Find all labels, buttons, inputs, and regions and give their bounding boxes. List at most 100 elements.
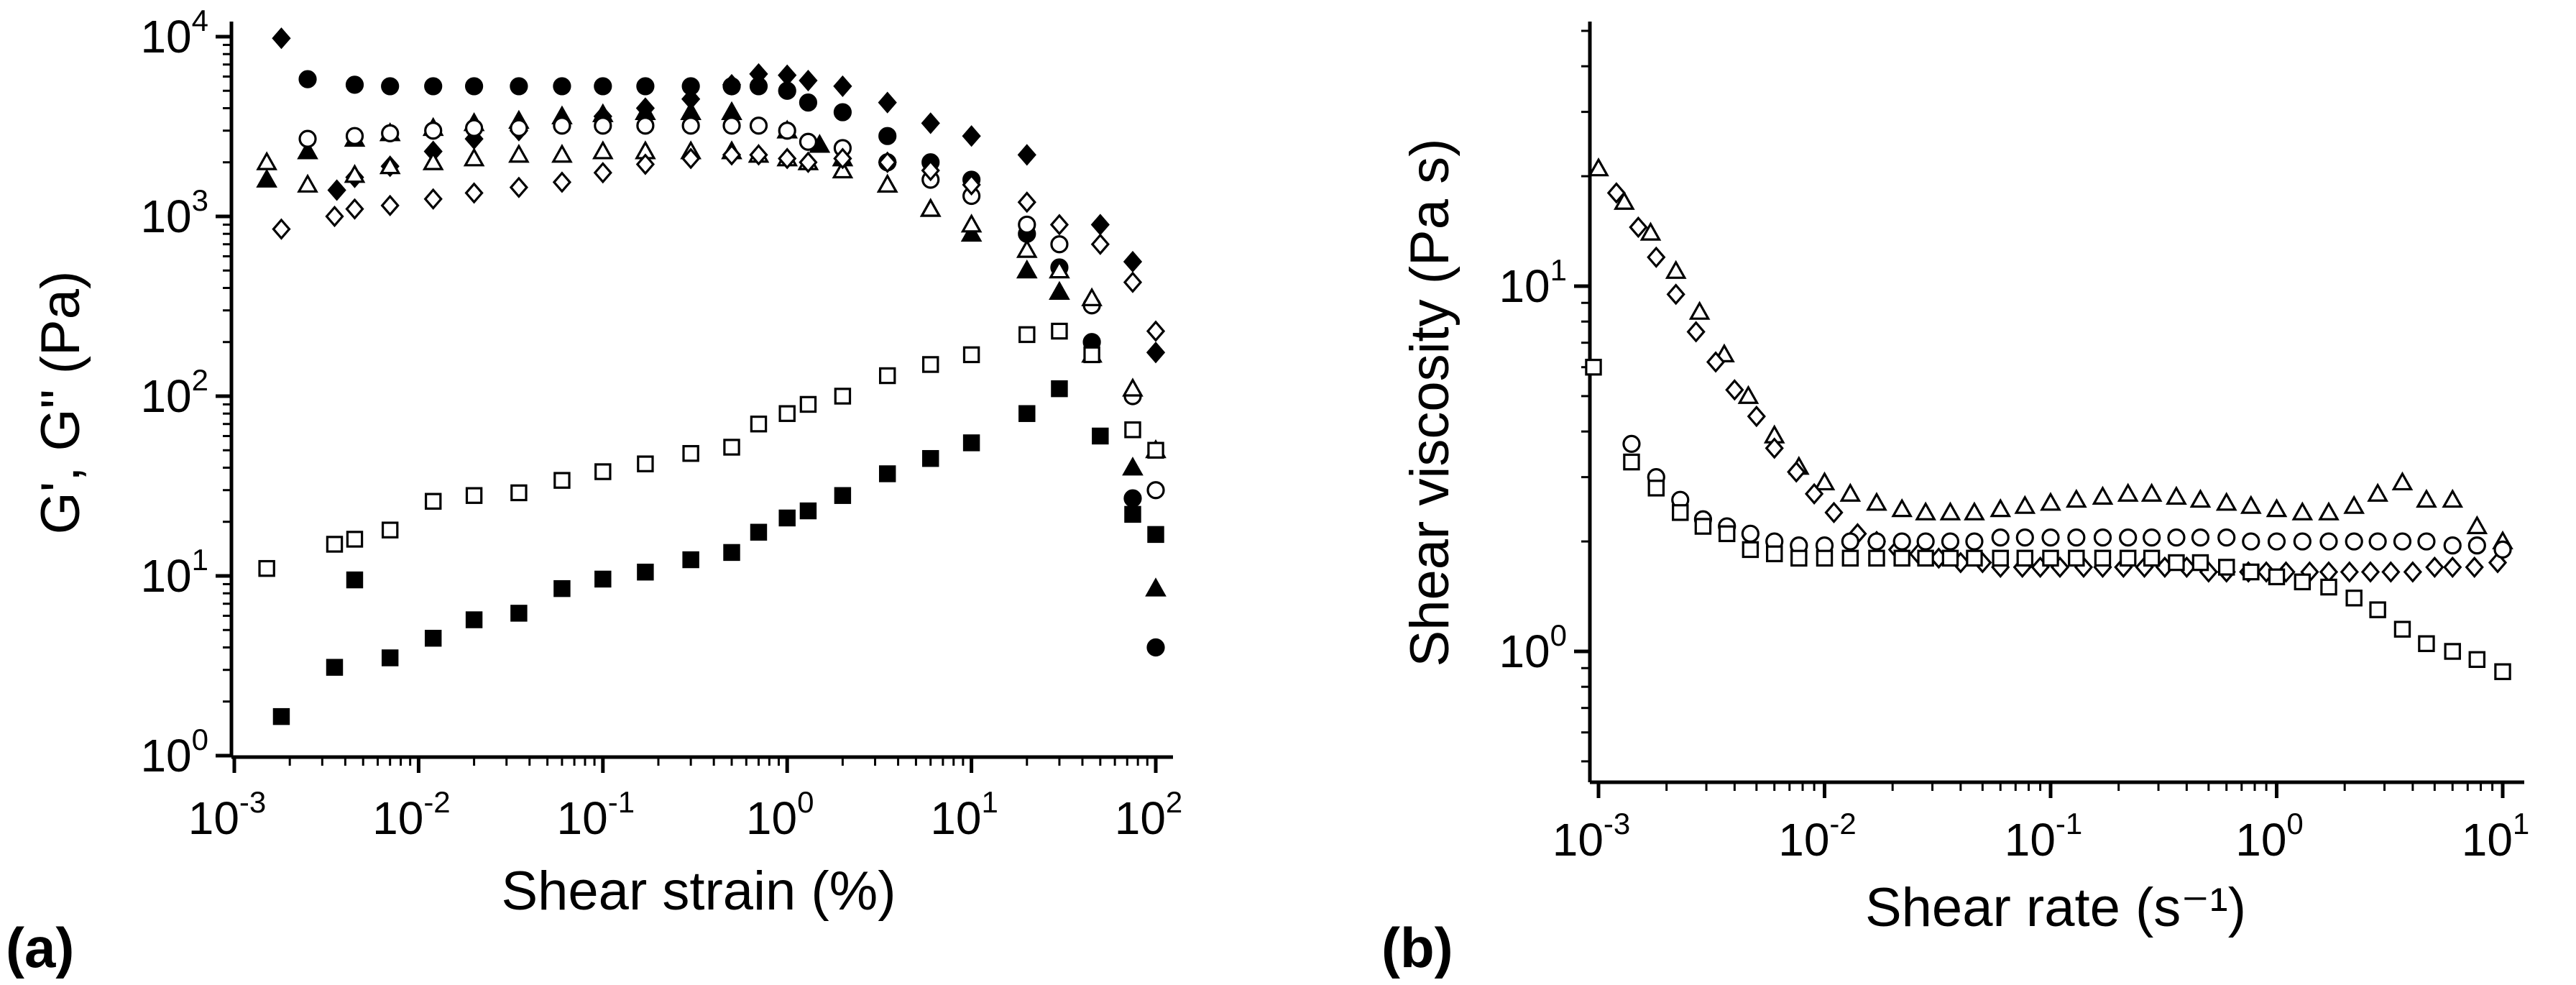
panel-a-series-7-point-1	[326, 659, 344, 676]
panel-b-x-tick-label-0: 10-3	[1552, 807, 1631, 866]
panel-a-series-3-point-1	[345, 127, 364, 145]
panel-b-series-1-point-42	[2465, 556, 2484, 579]
panel-b-series-2-point-16	[2015, 528, 2034, 547]
panel-b-series-2-point-21	[2143, 528, 2161, 547]
panel-b-series-3-point-19	[2068, 549, 2085, 567]
panel-b-series-0-point-34	[2442, 488, 2464, 508]
panel-b-series-open-square	[1585, 358, 2511, 680]
panel-a-series-1-point-10	[722, 77, 741, 96]
panel-a-series-6-point-2	[346, 531, 364, 548]
panel-b-series-3-point-14	[1941, 549, 1959, 567]
panel-a-series-3-point-0	[298, 129, 317, 148]
panel-b-series-3-point-11	[1868, 549, 1885, 567]
panel-a-y-tick-label-3: 103	[140, 183, 208, 242]
panel-b-series-3-point-33	[2418, 635, 2435, 652]
panel-a-series-5-point-21	[1090, 233, 1110, 255]
panel-a-series-7-point-14	[799, 502, 817, 520]
panel-b-series-1-point-9	[1787, 461, 1806, 483]
panel-b-series-0-point-25	[2215, 492, 2237, 511]
panel-a-series-3-point-18	[1018, 215, 1036, 234]
panel-a-series-6-point-11	[723, 439, 740, 456]
panel-b-series-1-point-3	[1666, 283, 1685, 306]
panel-a-series-6-point-14	[799, 395, 817, 413]
panel-a-series-filled-circle	[298, 70, 1165, 657]
panel-a-series-5-point-0	[272, 218, 291, 240]
panel-a-x-tick-label-5: 102	[1115, 785, 1183, 844]
panel-b-x-tick-label-4: 101	[2462, 807, 2530, 866]
panel-a-series-6-point-8	[594, 463, 612, 480]
panel-b-series-2-point-31	[2393, 532, 2412, 551]
panel-a-series-open-diamond	[272, 144, 1166, 342]
panel-a-series-3-point-10	[722, 116, 741, 135]
panel-b-series-3-point-27	[2268, 568, 2286, 586]
panel-b-series-0-point-33	[2416, 488, 2437, 508]
panel-b-series-0-point-17	[2014, 495, 2036, 514]
panel-b-series-1-point-5	[1706, 351, 1726, 373]
panel-a-series-6-point-12	[750, 416, 768, 433]
panel-a-series-2-point-18	[1016, 259, 1038, 279]
panel-a-series-7-point-17	[921, 449, 939, 467]
panel-b-series-3-point-17	[2016, 549, 2034, 567]
panel-a-series-7-point-23	[1147, 526, 1164, 544]
panel-a-series-7-point-21	[1092, 427, 1109, 445]
panel-a-series-5-point-7	[552, 171, 572, 193]
panel-a-series-7-point-7	[553, 579, 571, 597]
panel-a-series-1-point-11	[749, 77, 768, 96]
panel-a-series-4-point-4	[422, 151, 444, 170]
panel-b-series-3-point-16	[1992, 549, 2009, 567]
panel-a-series-7-point-11	[723, 544, 740, 562]
panel-b-series-3-point-32	[2393, 620, 2411, 638]
panel-a-series-3-point-9	[681, 116, 700, 135]
panel-a-x-tick-label-2: 10-1	[557, 785, 635, 844]
panel-a-series-1-point-2	[381, 77, 400, 96]
panel-b-series-3-point-9	[1816, 549, 1834, 567]
panel-b-series-0-point-18	[2040, 492, 2061, 511]
panel-b-series-2-point-5	[1741, 524, 1760, 543]
panel-a-series-4-point-17	[919, 198, 942, 217]
panel-b-series-1-point-38	[2381, 561, 2401, 583]
panel-a-series-5-point-8	[593, 162, 612, 184]
panel-b-series-0-point-19	[2065, 488, 2087, 508]
panel-a-series-4-point-15	[832, 159, 854, 179]
panel-b-series-3-point-4	[1694, 518, 1712, 535]
panel-b-series-0-point-22	[2140, 482, 2163, 502]
panel-b-series-3-point-22	[2143, 549, 2161, 567]
panel-b-series-3-point-31	[2369, 601, 2386, 618]
panel-a-series-6-point-21	[1083, 346, 1100, 364]
panel-b-series-2-point-27	[2293, 532, 2312, 551]
panel-b-series-1-point-39	[2403, 561, 2422, 583]
panel-b-series-0-point-20	[2092, 485, 2114, 505]
panel-a-y-tick-label-4: 104	[140, 4, 208, 63]
panel-b-series-0-point-11	[1866, 492, 1887, 511]
panel-b-series-3-point-8	[1790, 549, 1808, 567]
panel-b-series-2-point-33	[2443, 536, 2462, 555]
panel-a-series-3-point-22	[1146, 481, 1165, 500]
panel-b-series-0-point-27	[2266, 498, 2288, 518]
panel-a-series-1-point-21	[1123, 489, 1142, 508]
panel-b-series-3-point-5	[1718, 525, 1736, 543]
panel-b-series-open-triangle	[1588, 157, 2513, 550]
panel-b-series-1-point-8	[1765, 437, 1784, 459]
panel-a-series-6-point-20	[1051, 322, 1068, 340]
panel-a-series-7-point-6	[510, 605, 528, 622]
panel-b-y-tick-label-1: 101	[1499, 253, 1567, 312]
panel-a-series-7-point-10	[682, 551, 699, 569]
panel-a-series-3-point-8	[636, 116, 655, 135]
panel-a-y-tick-label-0: 100	[140, 723, 208, 782]
panel-a-series-4-point-3	[379, 155, 401, 175]
panel-b-series-2-point-11	[1892, 532, 1911, 551]
panel-a-series-1-point-8	[636, 77, 655, 96]
panel-a-x-tick-label-3: 100	[746, 785, 814, 844]
panel-b-series-3-point-2	[1647, 480, 1665, 497]
panel-a-series-7-point-22	[1124, 505, 1141, 523]
panel-a-series-3-point-2	[381, 124, 400, 143]
panel-b-series-1-point-4	[1686, 321, 1706, 343]
panel-a-series-3-point-7	[594, 116, 612, 135]
panel-a-series-6-point-6	[510, 484, 528, 502]
panel-a-series-5-point-18	[962, 173, 981, 196]
panel-a-series-filled-square	[272, 380, 1164, 725]
panel-a-series-5-point-12	[749, 144, 768, 166]
panel-a-series-4-point-16	[876, 173, 898, 193]
panel-b-series-0-point-2	[1639, 221, 1662, 241]
